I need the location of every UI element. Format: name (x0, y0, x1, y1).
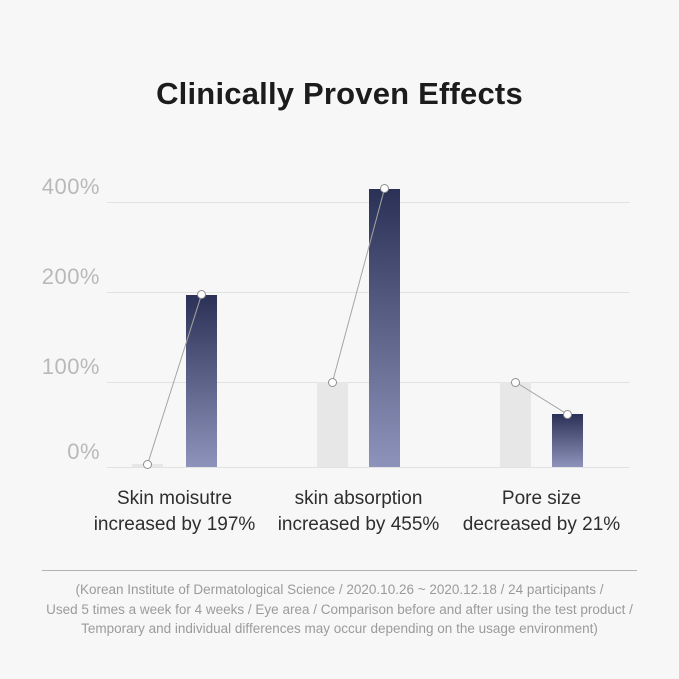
gridline-0 (107, 467, 630, 468)
dot-after-1 (197, 290, 206, 300)
dot-before-3 (511, 377, 520, 387)
bar-after-1 (186, 294, 217, 467)
y-axis-label-100: 100% (41, 354, 100, 379)
category-label-3: Pore size decreased by 21% (412, 486, 672, 538)
footnote: (Korean Institute of Dermatological Scie… (0, 580, 679, 639)
dot-after-3 (563, 409, 572, 419)
category-label-line2: decreased by 21% (462, 514, 621, 535)
bar-before-3 (500, 382, 531, 467)
category-label-2: skin absorption increased by 455% (229, 486, 489, 538)
category-label-line1: Pore size (501, 488, 582, 509)
chart-title: Clinically Proven Effects (156, 75, 523, 111)
bar-after-2 (369, 188, 400, 467)
category-label-line1: skin absorption (294, 488, 423, 509)
footnote-line: Temporary and individual differences may… (81, 621, 598, 636)
dot-after-2 (380, 184, 389, 194)
category-label-line2: increased by 455% (277, 514, 440, 535)
bar-after-3 (552, 414, 583, 467)
footnote-line: (Korean Institute of Dermatological Scie… (75, 582, 604, 597)
category-label-line1: Skin moisutre (116, 488, 233, 509)
y-axis-label-0: 0% (67, 439, 100, 464)
category-label-line2: increased by 197% (93, 514, 256, 535)
bar-before-2 (317, 382, 348, 467)
y-axis-label-400: 400% (41, 174, 100, 199)
footnote-divider (42, 570, 637, 571)
y-axis-label-200: 200% (41, 264, 100, 289)
category-label-1: Skin moisutre increased by 197% (45, 486, 305, 538)
footnote-line: Used 5 times a week for 4 weeks / Eye ar… (46, 601, 633, 617)
dot-before-2 (328, 377, 337, 387)
dot-before-1 (143, 459, 152, 469)
gridline-100 (107, 382, 630, 383)
